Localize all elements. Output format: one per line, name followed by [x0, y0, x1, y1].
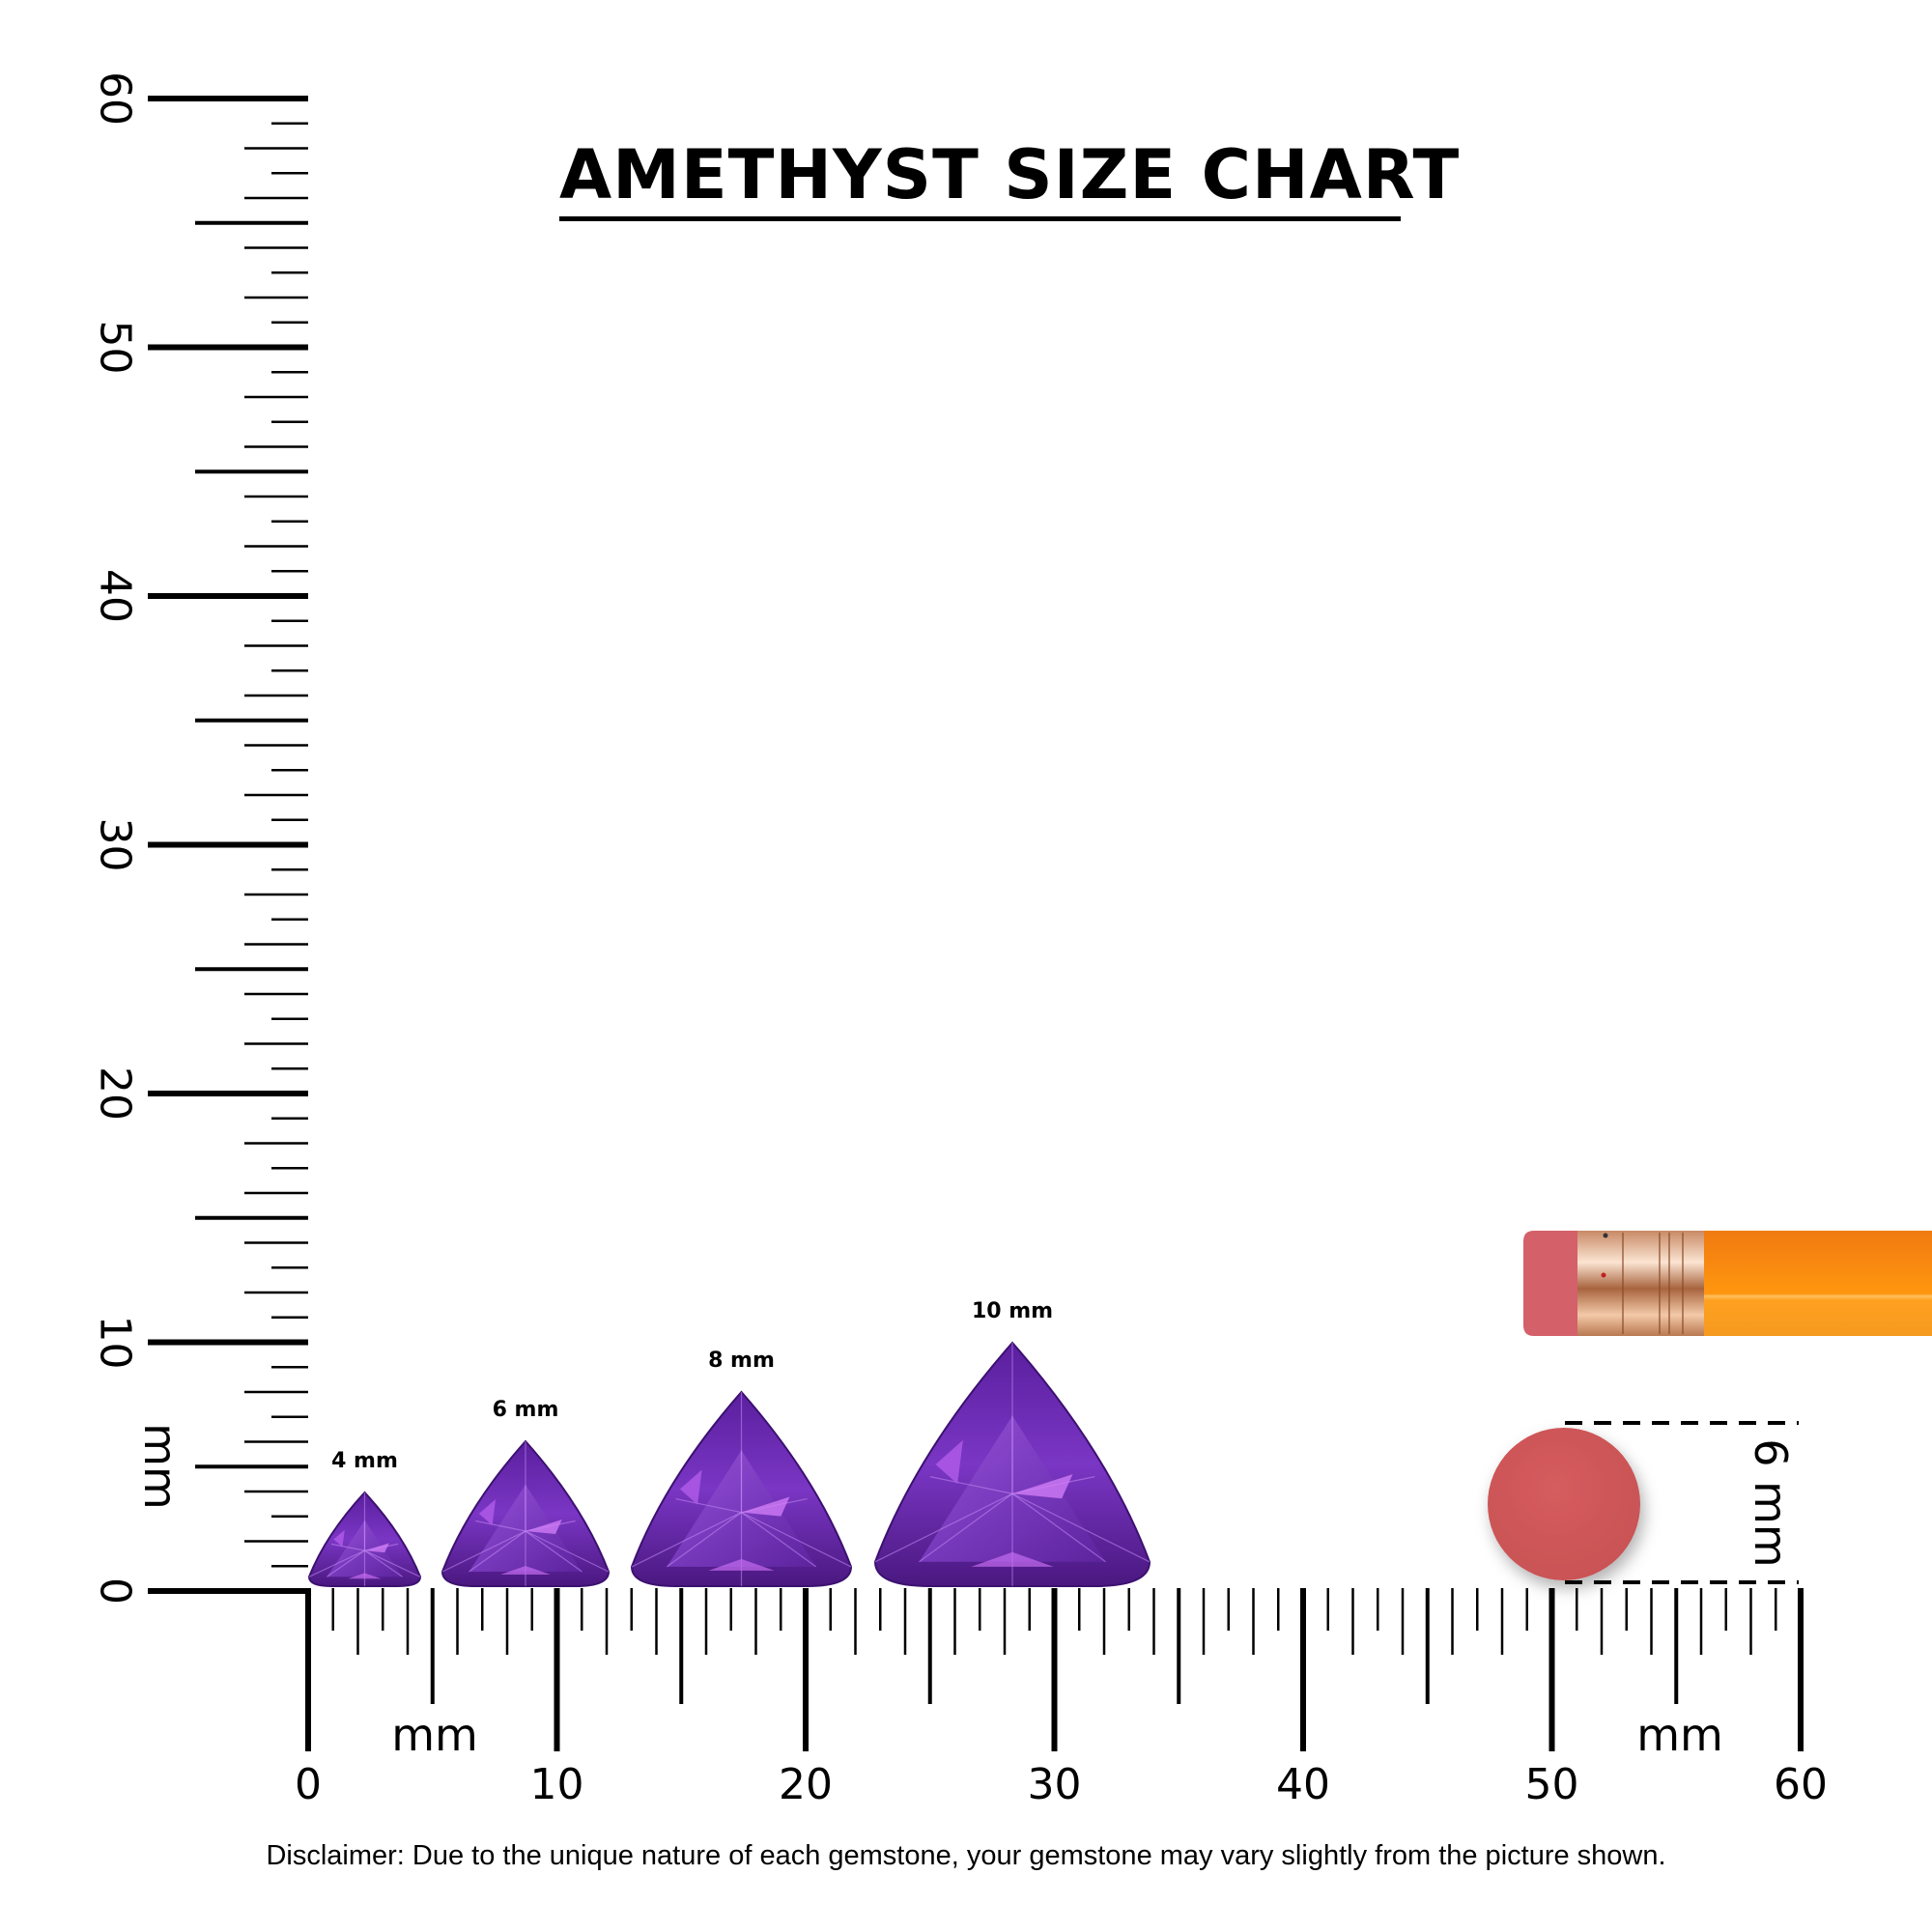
- vertical-ruler-label: 0: [91, 1577, 140, 1605]
- page-title: AMETHYST SIZE CHART: [559, 135, 1461, 214]
- horizontal-ruler-label: 60: [1774, 1760, 1828, 1809]
- vertical-ruler-unit: mm: [134, 1423, 186, 1510]
- horizontal-ruler-label: 30: [1028, 1760, 1082, 1809]
- eraser-circle-icon: [1488, 1428, 1640, 1580]
- horizontal-ruler-unit: mm: [391, 1709, 478, 1761]
- vertical-ruler-label: 50: [91, 321, 140, 375]
- gem-size-label: 10 mm: [972, 1299, 1053, 1323]
- gem-size-label: 6 mm: [493, 1398, 559, 1422]
- vertical-ruler-label: 60: [91, 71, 140, 126]
- gem-size-label: 8 mm: [708, 1349, 775, 1373]
- reference-size-label: 6 mm: [1745, 1438, 1797, 1568]
- gem-highlight: [741, 1496, 790, 1517]
- gem-highlight: [1012, 1474, 1073, 1499]
- gemstone-10mm: 10 mm: [873, 1299, 1151, 1587]
- horizontal-ruler-label: 40: [1276, 1760, 1330, 1809]
- title-underline: [559, 216, 1401, 221]
- vertical-ruler-label: 10: [91, 1316, 140, 1370]
- gemstone-6mm: 6 mm: [440, 1398, 611, 1587]
- horizontal-ruler-unit: mm: [1636, 1709, 1723, 1761]
- horizontal-ruler-label: 20: [779, 1760, 833, 1809]
- gem-highlight: [364, 1543, 389, 1553]
- vertical-ruler: 0 10 20 30 40 50 60 mm: [91, 71, 308, 1605]
- vertical-ruler-label: 20: [91, 1066, 140, 1121]
- eraser-reference: 6 mm: [1488, 1421, 1799, 1584]
- disclaimer-text: Disclaimer: Due to the unique nature of …: [266, 1840, 1666, 1871]
- pencil-icon: [1523, 1231, 1932, 1336]
- horizontal-ruler-label: 50: [1525, 1760, 1579, 1809]
- gemstone-4mm: 4 mm: [307, 1449, 422, 1587]
- gemstone-8mm: 8 mm: [630, 1349, 853, 1587]
- vertical-ruler-label: 30: [91, 818, 140, 872]
- gemstones: 4 mm 6 mm 8 mm 10 mm: [307, 1299, 1151, 1587]
- horizontal-ruler-label: 0: [295, 1760, 322, 1809]
- horizontal-ruler-label: 10: [530, 1760, 584, 1809]
- gem-highlight: [526, 1520, 562, 1534]
- gem-size-label: 4 mm: [331, 1449, 398, 1473]
- horizontal-ruler: 0 10 20 30 40 50 60 mm mm: [148, 1588, 1828, 1809]
- vertical-ruler-label: 40: [91, 569, 140, 623]
